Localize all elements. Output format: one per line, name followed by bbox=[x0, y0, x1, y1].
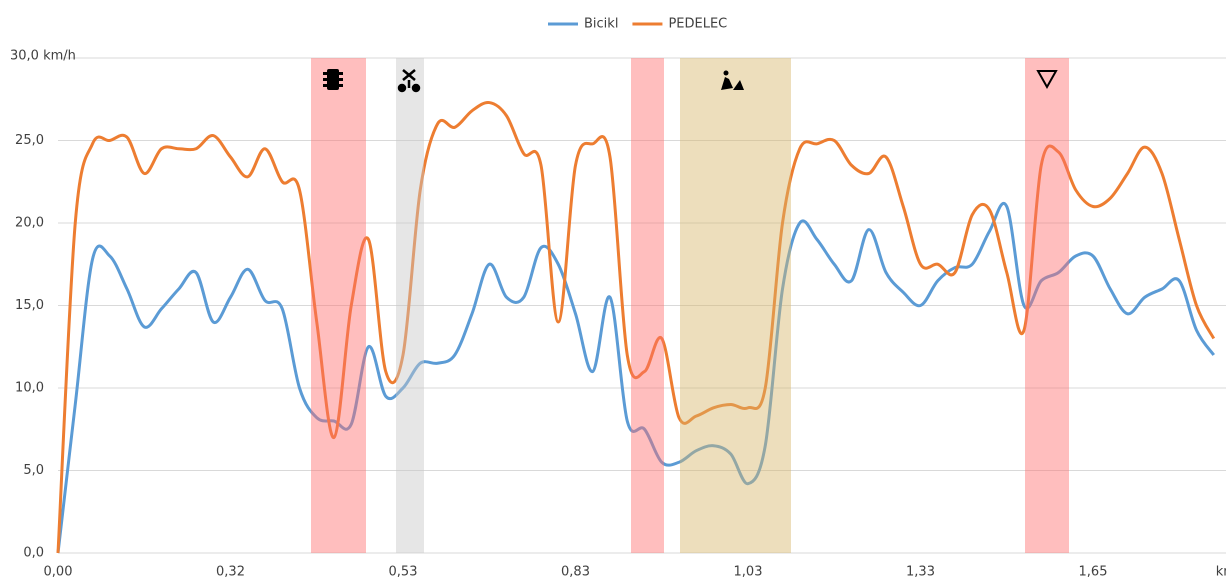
yield-zone bbox=[1025, 58, 1069, 553]
lines bbox=[56, 100, 1216, 554]
x-tick-label: 0,53 bbox=[389, 565, 418, 580]
x-tick-label: 1,33 bbox=[906, 565, 935, 580]
roadwork-icon bbox=[721, 70, 744, 90]
y-tick-label: 15,0 bbox=[15, 298, 44, 313]
x-tick-label: 0,00 bbox=[44, 565, 73, 580]
traffic-light-icon bbox=[323, 69, 343, 90]
zones bbox=[311, 58, 1069, 553]
grid bbox=[58, 57, 1226, 554]
x-tick-label: 0,32 bbox=[216, 565, 245, 580]
y-tick-label: 30,0 km/h bbox=[10, 49, 76, 64]
x-tick-label: 0,83 bbox=[561, 565, 590, 580]
icons bbox=[323, 69, 1058, 93]
x-tick-label: km bbox=[1216, 565, 1226, 580]
series-line bbox=[56, 202, 1215, 554]
y-tick-label: 20,0 bbox=[15, 216, 44, 231]
legend-label: Bicikl bbox=[584, 17, 618, 32]
legend-label: PEDELEC bbox=[668, 17, 727, 32]
legend: Bicikl PEDELEC bbox=[548, 17, 727, 32]
rail-crossing-zone bbox=[396, 58, 424, 553]
y-tick-label: 25,0 bbox=[15, 133, 44, 148]
rail-crossing-icon bbox=[397, 69, 421, 93]
traffic-light-zone bbox=[631, 58, 664, 553]
roadwork-zone bbox=[680, 58, 791, 553]
series-line bbox=[56, 100, 1216, 554]
x-tick-label: 1,65 bbox=[1079, 565, 1108, 580]
y-tick-label: 5,0 bbox=[23, 463, 44, 478]
traffic-light-zone bbox=[311, 58, 366, 553]
labels: 0,0 5,0 10,0 15,0 20,0 25,0 30,0 km/h 0,00 0,32 0… bbox=[10, 49, 1226, 580]
y-tick-label: 10,0 bbox=[15, 381, 44, 396]
y-tick-label: 0,0 bbox=[23, 546, 44, 561]
yield-icon bbox=[1036, 70, 1058, 90]
x-tick-label: 1,03 bbox=[734, 565, 763, 580]
